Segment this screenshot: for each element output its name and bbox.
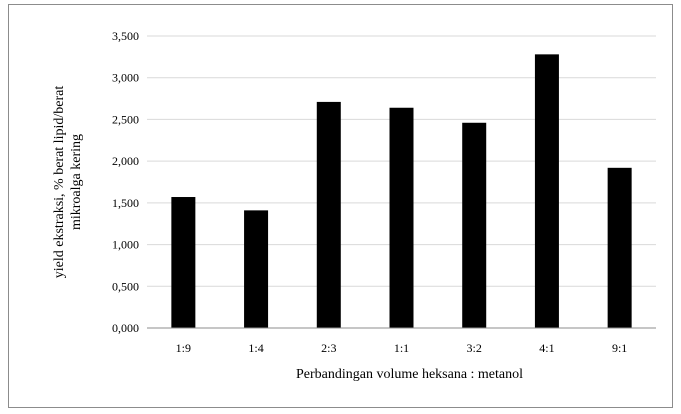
chart-frame: 0,000 0,500 1,000 1,500 2,000 2,500 3,000 3,500… (8, 4, 673, 408)
bar-1-1 (389, 107, 414, 329)
y-tick-label: 0,000 (112, 321, 139, 335)
y-axis-title-line-1: yield ekstraksi, % berat lipid/berat (52, 86, 67, 279)
y-tick-label: 1,500 (112, 196, 139, 210)
bars (171, 54, 632, 329)
x-tick-label: 3:2 (467, 341, 482, 355)
y-axis-ticks: 0,000 0,500 1,000 1,500 2,000 2,500 3,000 3,500 (112, 29, 139, 335)
bar-1-4 (244, 210, 269, 328)
y-tick-label: 3,000 (112, 71, 139, 85)
y-tick-label: 0,500 (112, 279, 139, 293)
y-axis-title-line-2: mikroalga kering (69, 134, 84, 230)
y-tick-label: 3,500 (112, 29, 139, 43)
x-tick-label: 1:9 (176, 341, 191, 355)
x-tick-label: 9:1 (612, 341, 627, 355)
x-tick-label: 1:4 (248, 341, 263, 355)
bar-9-1 (607, 167, 632, 328)
y-tick-label: 1,000 (112, 238, 139, 252)
bar-2-3 (316, 101, 341, 328)
bar-1-9 (171, 197, 196, 328)
x-axis-ticks: 1:9 1:4 2:3 1:1 3:2 4:1 9:1 (176, 341, 628, 355)
x-tick-label: 2:3 (321, 341, 336, 355)
y-tick-label: 2,000 (112, 154, 139, 168)
bar-3-2 (462, 122, 487, 328)
bar-4-1 (534, 54, 559, 329)
y-tick-label: 2,500 (112, 112, 139, 126)
x-axis-title: Perbandingan volume heksana : metanol (296, 367, 523, 382)
x-tick-label: 4:1 (539, 341, 554, 355)
x-tick-label: 1:1 (394, 341, 409, 355)
bar-chart: 0,000 0,500 1,000 1,500 2,000 2,500 3,000 3,500… (52, 29, 656, 382)
